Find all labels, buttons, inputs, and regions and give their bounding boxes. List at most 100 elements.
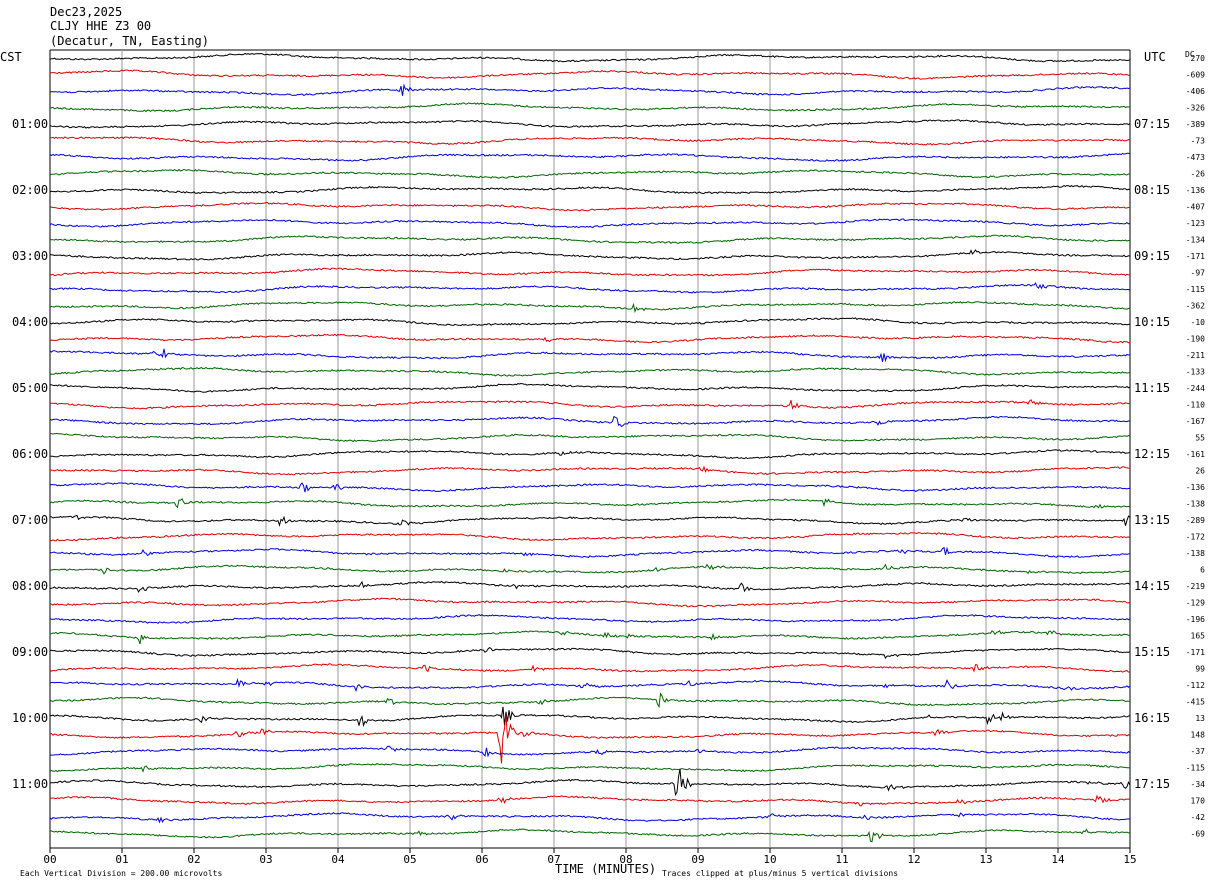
dc-offset-label: -37 (1191, 747, 1206, 756)
seismic-trace (49, 706, 1131, 728)
dc-offset-label: 170 (1191, 797, 1206, 806)
dc-offset-label: -211 (1186, 351, 1205, 360)
station-location: (Decatur, TN, Easting) (50, 34, 209, 48)
left-hour-label: 11:00 (12, 777, 48, 791)
seismic-trace (49, 52, 1131, 63)
seismic-trace (49, 234, 1131, 244)
chart-date: Dec23,2025 (50, 5, 123, 19)
x-tick-label: 13 (979, 853, 992, 866)
seismic-trace (49, 714, 1131, 764)
right-hour-label: 17:15 (1134, 777, 1170, 791)
seismic-trace (49, 497, 1131, 509)
seismic-trace (49, 366, 1131, 377)
seismic-trace (49, 301, 1131, 314)
left-hour-label: 07:00 (12, 513, 48, 527)
x-tick-label: 02 (187, 853, 200, 866)
seismic-trace (49, 465, 1131, 476)
right-hour-label: 15:15 (1134, 645, 1170, 659)
dc-offset-label: -415 (1186, 698, 1205, 707)
x-tick-label: 05 (403, 853, 416, 866)
dc-offset-label: 6 (1200, 566, 1205, 575)
seismic-trace (49, 597, 1131, 608)
right-hour-label: 13:15 (1134, 513, 1170, 527)
dc-offset-label: -42 (1191, 813, 1206, 822)
seismic-trace (49, 69, 1131, 80)
dc-offset-label: -219 (1186, 582, 1205, 591)
dc-offset-label: -115 (1186, 285, 1205, 294)
dc-offset-label: -167 (1186, 417, 1205, 426)
right-hour-label: 11:15 (1134, 381, 1170, 395)
seismic-trace (49, 152, 1131, 162)
x-tick-label: 12 (907, 853, 920, 866)
dc-offset-label: 55 (1195, 434, 1205, 443)
dc-offset-label: -389 (1186, 120, 1205, 129)
x-tick-label: 06 (475, 853, 488, 866)
seismic-trace (49, 828, 1131, 843)
left-time-labels: 01:00 02:00 03:00 04:00 05:00 06:00 07:00 08:00… (12, 117, 48, 791)
dc-offset-label: -134 (1186, 236, 1205, 245)
dc-offset-label: -136 (1186, 483, 1205, 492)
dc-offset-label: -115 (1186, 764, 1205, 773)
right-hour-label: 08:15 (1134, 183, 1170, 197)
left-hour-label: 03:00 (12, 249, 48, 263)
dc-offset-label: -244 (1186, 384, 1205, 393)
x-tick-label: 04 (331, 853, 345, 866)
right-hour-label: 07:15 (1134, 117, 1170, 131)
seismic-traces (49, 52, 1131, 843)
seismic-trace (49, 119, 1131, 129)
dc-offset-label: -69 (1191, 830, 1206, 839)
seismic-trace (49, 382, 1131, 393)
dc-offset-label: -138 (1186, 500, 1205, 509)
station-code: CLJY HHE Z3 00 (50, 19, 152, 33)
right-hour-label: 10:15 (1134, 315, 1170, 329)
seismic-trace (49, 677, 1131, 693)
seismic-trace (49, 449, 1131, 460)
dc-offset-labels: 270 -609 -406 -326 -389 -73 -473 -26 -136 -407 -12… (1186, 54, 1205, 839)
x-axis-title: TIME (MINUTES) (555, 862, 656, 876)
seismic-trace (49, 317, 1131, 327)
dc-offset-label: -97 (1191, 269, 1206, 278)
x-tick-label: 08 (619, 853, 632, 866)
seismic-trace (49, 546, 1131, 559)
dc-offset-label: -406 (1186, 87, 1205, 96)
seismic-trace (49, 630, 1131, 645)
dc-offset-label: -161 (1186, 450, 1205, 459)
right-timezone-label: UTC (1144, 50, 1166, 64)
dc-offset-label: -407 (1186, 203, 1205, 212)
right-time-labels: 07:15 08:15 09:15 10:15 11:15 12:15 13:15 14:15… (1134, 117, 1170, 791)
dc-offset-label: -289 (1186, 516, 1205, 525)
seismic-trace (49, 812, 1131, 824)
x-tick-label: 09 (691, 853, 704, 866)
x-tick-label: 14 (1051, 853, 1065, 866)
seismic-trace (49, 763, 1131, 773)
dc-offset-label: -171 (1186, 252, 1205, 261)
left-hour-label: 02:00 (12, 183, 48, 197)
dc-offset-label: -129 (1186, 599, 1205, 608)
right-hour-label: 09:15 (1134, 249, 1170, 263)
dc-offset-label: -138 (1186, 549, 1205, 558)
dc-offset-label: -73 (1191, 137, 1206, 146)
scale-note: Each Vertical Division = 200.00 microvol… (20, 869, 222, 878)
seismic-trace (49, 692, 1131, 709)
dc-header-label: DC (1185, 50, 1195, 59)
dc-offset-label: 148 (1191, 731, 1206, 740)
dc-offset-label: -123 (1186, 219, 1205, 228)
dc-offset-label: -26 (1191, 170, 1206, 179)
left-hour-label: 06:00 (12, 447, 48, 461)
dc-offset-label: -172 (1186, 533, 1205, 542)
clip-note: Traces clipped at plus/minus 5 vertical … (662, 869, 898, 878)
left-hour-label: 04:00 (12, 315, 48, 329)
dc-offset-label: -136 (1186, 186, 1205, 195)
left-hour-label: 10:00 (12, 711, 48, 725)
seismic-trace (49, 613, 1131, 625)
dc-offset-label: -326 (1186, 104, 1205, 113)
seismic-trace (49, 201, 1131, 212)
seismic-trace (49, 333, 1130, 344)
seismic-trace (49, 415, 1131, 428)
left-hour-label: 09:00 (12, 645, 48, 659)
seismic-trace (49, 532, 1131, 542)
x-tick-label: 10 (763, 853, 776, 866)
left-timezone-label: CST (0, 50, 22, 64)
dc-offset-label: 26 (1195, 467, 1205, 476)
seismic-trace (50, 399, 1131, 410)
